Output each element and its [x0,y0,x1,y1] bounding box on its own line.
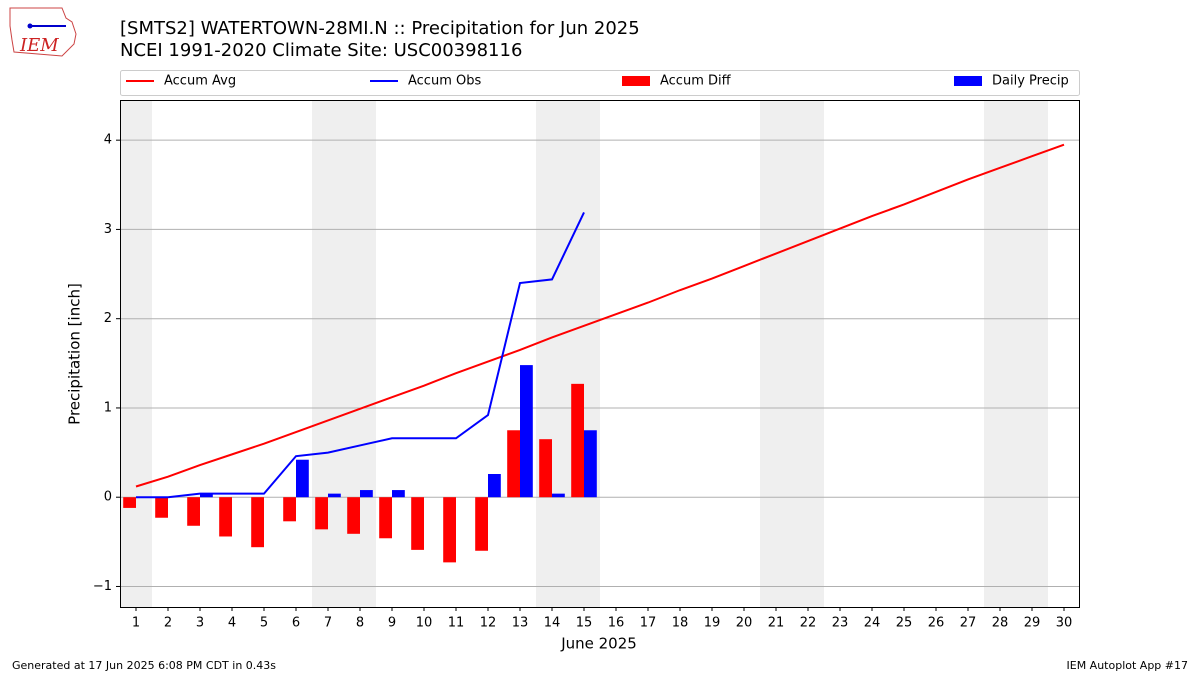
bar [155,497,168,518]
bar [392,490,405,498]
x-tick-label: 8 [356,616,364,631]
x-tick-label: 10 [416,616,433,631]
footer-right: IEM Autoplot App #17 [1067,659,1189,672]
x-tick-label: 15 [576,616,593,631]
bar [379,497,392,539]
y-tick-label: −1 [93,579,112,594]
bar [219,497,232,537]
bar [296,459,309,498]
y-tick-label: 4 [104,133,112,148]
plot-frame [120,100,1080,608]
chart-title: [SMTS2] WATERTOWN-28MI.N :: Precipitatio… [120,18,640,39]
bar [347,497,360,534]
x-tick-label: 12 [480,616,497,631]
bar [475,497,488,551]
y-tick-label: 2 [104,311,112,326]
y-axis-label: Precipitation [inch] [66,283,84,425]
x-tick-label: 1 [132,616,140,631]
bar [360,490,373,498]
bar [584,430,597,498]
x-tick-label: 9 [388,616,396,631]
bar [123,497,136,508]
line [135,143,1065,488]
x-tick-label: 22 [800,616,817,631]
legend-box [120,70,1080,96]
legend-swatch [622,76,650,86]
bar [488,474,501,498]
x-tick-label: 25 [896,616,913,631]
line [136,212,585,499]
x-tick-label: 4 [228,616,236,631]
x-tick-label: 27 [960,616,977,631]
x-tick-label: 30 [1056,616,1073,631]
legend-label: Daily Precip [992,74,1069,89]
x-tick-label: 3 [196,616,204,631]
x-tick-label: 23 [832,616,849,631]
x-tick-label: 2 [164,616,172,631]
bar [507,430,520,498]
x-tick-label: 14 [544,616,561,631]
bar [283,497,296,522]
x-tick-label: 18 [672,616,689,631]
y-tick-label: 1 [104,400,112,415]
footer-left: Generated at 17 Jun 2025 6:08 PM CDT in … [12,659,276,672]
y-tick-label: 3 [104,222,112,237]
weekend-shading [120,100,1048,607]
bar [411,497,424,550]
legend-label: Accum Diff [660,74,732,89]
x-tick-label: 6 [292,616,300,631]
bar [251,497,264,548]
x-tick-label: 26 [928,616,945,631]
bar [571,383,584,498]
x-tick-label: 24 [864,616,881,631]
legend-label: Accum Avg [164,74,236,89]
x-tick-label: 19 [704,616,721,631]
y-tick-label: 0 [104,490,112,505]
x-tick-label: 17 [640,616,657,631]
chart-subtitle: NCEI 1991-2020 Climate Site: USC00398116 [120,40,522,61]
bar [200,493,213,498]
x-tick-label: 21 [768,616,785,631]
x-tick-label: 11 [448,616,465,631]
x-tick-label: 7 [324,616,332,631]
bar [539,439,552,498]
bar [315,497,328,530]
bar [552,493,565,498]
x-tick-label: 5 [260,616,268,631]
x-tick-label: 29 [1024,616,1041,631]
logo: IEM [9,7,77,57]
bar [520,365,533,498]
logo-text: IEM [19,35,59,56]
legend-label: Accum Obs [408,74,481,89]
bar [187,497,200,526]
bar [443,497,456,563]
x-tick-label: 13 [512,616,529,631]
x-tick-label: 28 [992,616,1009,631]
bar [328,493,341,498]
legend-swatch [954,76,982,86]
x-tick-label: 16 [608,616,625,631]
x-tick-label: 20 [736,616,753,631]
x-axis-label: June 2025 [560,635,637,653]
